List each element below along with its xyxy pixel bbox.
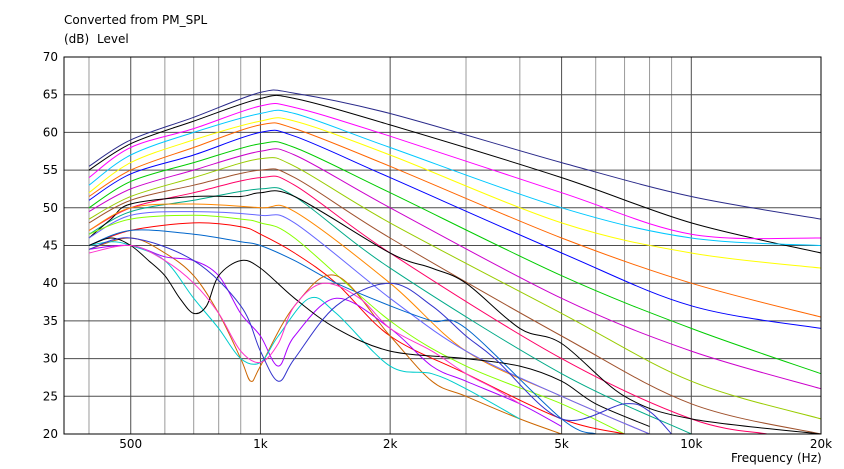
series-line — [88, 157, 821, 420]
plot-area — [88, 89, 821, 434]
series-lines — [88, 89, 821, 434]
x-axis-label: Frequency — [731, 451, 793, 465]
series-line — [88, 237, 650, 427]
series-line — [88, 211, 650, 434]
series-line — [88, 89, 821, 220]
x-axis-unit: (Hz) — [797, 451, 822, 465]
series-line — [88, 237, 562, 434]
x-tick-label: 1k — [253, 437, 268, 451]
y-axis-unit: (dB) — [64, 32, 89, 46]
series-line — [88, 122, 821, 318]
y-tick-label: 20 — [43, 427, 58, 441]
y-tick-label: 30 — [43, 352, 58, 366]
series-line — [88, 141, 821, 375]
y-tick-label: 45 — [43, 239, 58, 253]
series-line — [88, 94, 821, 254]
series-line — [88, 103, 821, 240]
y-axis-label: Level — [97, 32, 129, 46]
y-tick-label: 60 — [43, 125, 58, 139]
series-line — [88, 129, 821, 329]
x-tick-label: 5k — [554, 437, 569, 451]
series-line — [88, 237, 672, 434]
y-tick-label: 50 — [43, 201, 58, 215]
series-line — [88, 214, 625, 434]
series-line — [88, 168, 821, 434]
y-tick-label: 70 — [43, 50, 58, 64]
x-tick-label: 500 — [119, 437, 142, 451]
x-tick-label: 20k — [810, 437, 832, 451]
y-tick-label: 65 — [43, 88, 58, 102]
y-tick-label: 35 — [43, 314, 58, 328]
x-tick-label: 2k — [383, 437, 398, 451]
plot-frame — [63, 56, 822, 435]
series-line — [88, 222, 625, 434]
series-line — [88, 117, 821, 269]
series-line — [88, 244, 521, 405]
x-tick-labels: 500 1k 2k 5k 10k 20k — [119, 437, 832, 451]
x-tick-label: 10k — [680, 437, 702, 451]
series-line — [88, 148, 821, 390]
y-tick-label: 25 — [43, 389, 58, 403]
y-tick-label: 40 — [43, 276, 58, 290]
series-line — [88, 229, 596, 434]
chart-title: Converted from PM_SPL — [64, 13, 207, 27]
series-line — [88, 244, 562, 427]
y-tick-labels: 20 25 30 35 40 45 50 55 60 65 70 — [43, 50, 58, 441]
series-line — [88, 190, 821, 434]
series-line — [88, 109, 821, 246]
y-tick-label: 55 — [43, 163, 58, 177]
